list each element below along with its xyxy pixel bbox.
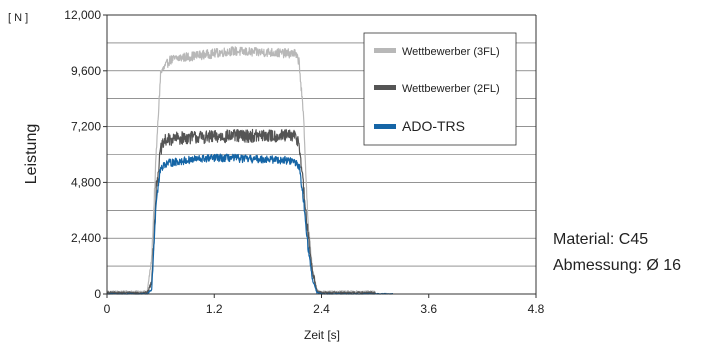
y-tick-label: 4,800 [71, 175, 101, 189]
y-tick-label: 2,400 [71, 231, 101, 245]
x-tick-label: 3.6 [420, 302, 437, 316]
y-tick-label: 7,200 [71, 120, 101, 134]
x-tick-label: 0 [104, 302, 111, 316]
tick-labels: 0 2,400 4,800 7,200 9,600 12,000 0 1.2 2.4 3.6 4.8 [64, 8, 544, 316]
x-axis-title: Zeit [s] [304, 328, 340, 342]
dimension-label: Abmessung: Ø 16 [553, 257, 682, 274]
legend-label-2fl: Wettbewerber (2FL) [402, 83, 500, 95]
material-label: Material: C45 [553, 231, 649, 248]
legend-label-3fl: Wettbewerber (3FL) [402, 46, 500, 58]
x-tick-label: 4.8 [528, 302, 545, 316]
legend-swatch-2fl [374, 85, 396, 90]
legend: Wettbewerber (3FL) Wettbewerber (2FL) AD… [363, 32, 517, 146]
legend-swatch-ado-trs [374, 124, 396, 129]
info-block: Material: C45 Abmessung: Ø 16 [553, 227, 681, 279]
legend-swatch-3fl [374, 48, 396, 53]
y-unit-label: [ N ] [8, 12, 28, 24]
x-tick-label: 2.4 [313, 302, 330, 316]
legend-label-ado-trs: ADO-TRS [402, 118, 465, 134]
y-tick-label: 12,000 [64, 8, 101, 22]
x-tick-label: 1.2 [206, 302, 223, 316]
y-tick-label: 9,600 [71, 64, 101, 78]
y-tick-label: 0 [94, 287, 101, 301]
y-axis-title: Leistung [23, 124, 40, 185]
